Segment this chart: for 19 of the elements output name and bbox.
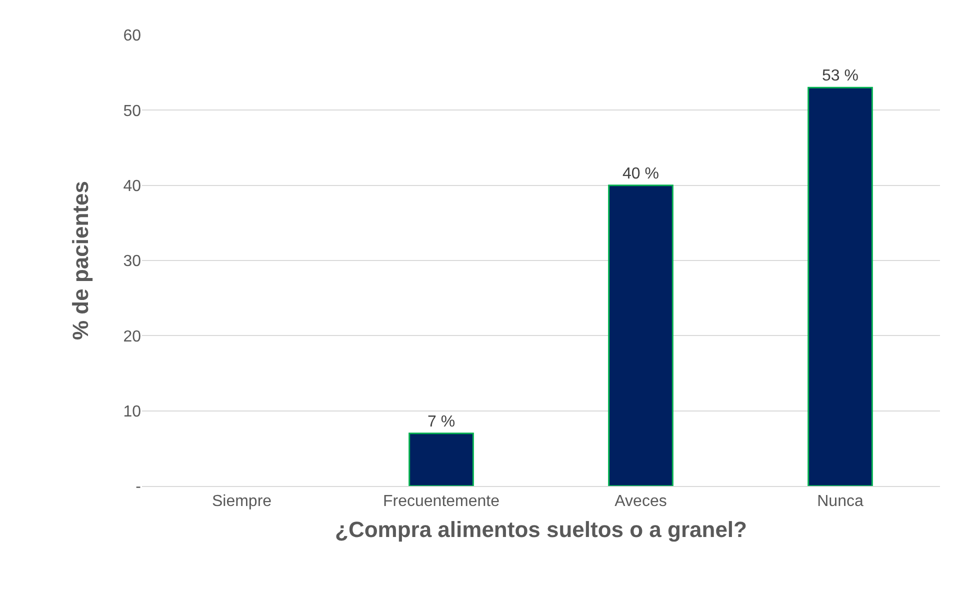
y-axis-title: % de pacientes (68, 181, 94, 340)
x-axis-title: ¿Compra alimentos sueltos o a granel? (335, 517, 747, 542)
y-tick-label: 50 (123, 102, 142, 120)
data-label: 53 % (822, 68, 858, 85)
y-tick-label: 10 (123, 403, 142, 420)
y-tick-label: 20 (123, 328, 142, 346)
bar (408, 432, 474, 486)
bar (608, 184, 674, 486)
y-tick-label: 60 (123, 28, 142, 45)
x-tick-label: Siempre (212, 493, 272, 510)
y-tick-label: - (136, 478, 141, 496)
x-tick-label: Frecuentemente (382, 493, 500, 510)
y-tick-label: 40 (123, 178, 142, 195)
bar (808, 86, 873, 486)
x-tick-label: Aveces (614, 493, 667, 510)
data-label: 40 % (622, 165, 659, 182)
x-tick-label: Nunca (817, 493, 864, 510)
data-label: 7 % (427, 413, 456, 430)
y-tick-label: 30 (123, 253, 142, 270)
